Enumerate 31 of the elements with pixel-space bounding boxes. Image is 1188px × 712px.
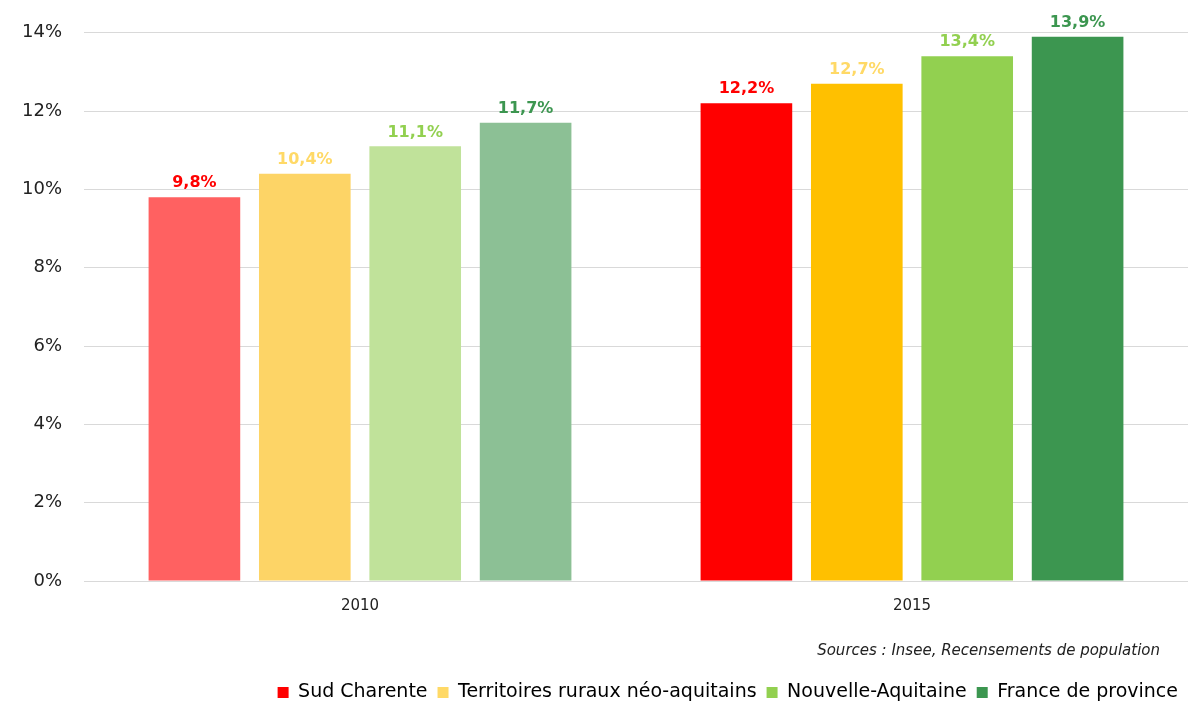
data-label: 13,4% xyxy=(939,31,995,51)
bar xyxy=(700,103,793,581)
y-tick-label: 10% xyxy=(21,177,63,199)
bar xyxy=(258,173,351,581)
y-tick-label: 2% xyxy=(33,490,63,512)
bar xyxy=(479,122,572,581)
data-label: 11,7% xyxy=(497,98,554,118)
data-label: 9,8% xyxy=(172,172,217,192)
data-label: 12,2% xyxy=(718,78,775,98)
x-tick-label: 2010 xyxy=(340,595,380,614)
y-tick-label: 4% xyxy=(33,412,63,434)
legend-label: Territoires ruraux néo-aquitains xyxy=(457,679,757,702)
bar xyxy=(810,83,903,581)
y-tick-label: 6% xyxy=(33,333,63,355)
data-label: 12,7% xyxy=(829,58,885,78)
x-tick-label: 2015 xyxy=(892,595,932,614)
y-tick-label: 12% xyxy=(21,98,63,120)
bar xyxy=(369,146,462,581)
legend-label: Sud Charente xyxy=(298,679,428,702)
data-label: 10,4% xyxy=(277,148,333,168)
source-note: Sources : Insee, Recensements de population xyxy=(817,640,1160,659)
legend-label: France de province xyxy=(997,679,1179,702)
data-label: 11,1% xyxy=(387,121,443,141)
data-label: 13,9% xyxy=(1049,11,1106,31)
y-tick-label: 8% xyxy=(33,255,63,277)
y-tick-label: 14% xyxy=(21,20,63,42)
bar xyxy=(921,56,1014,581)
legend-label: Nouvelle-Aquitaine xyxy=(787,679,967,702)
bar xyxy=(148,197,241,581)
y-tick-label: 0% xyxy=(33,568,63,590)
bar xyxy=(1031,36,1124,581)
